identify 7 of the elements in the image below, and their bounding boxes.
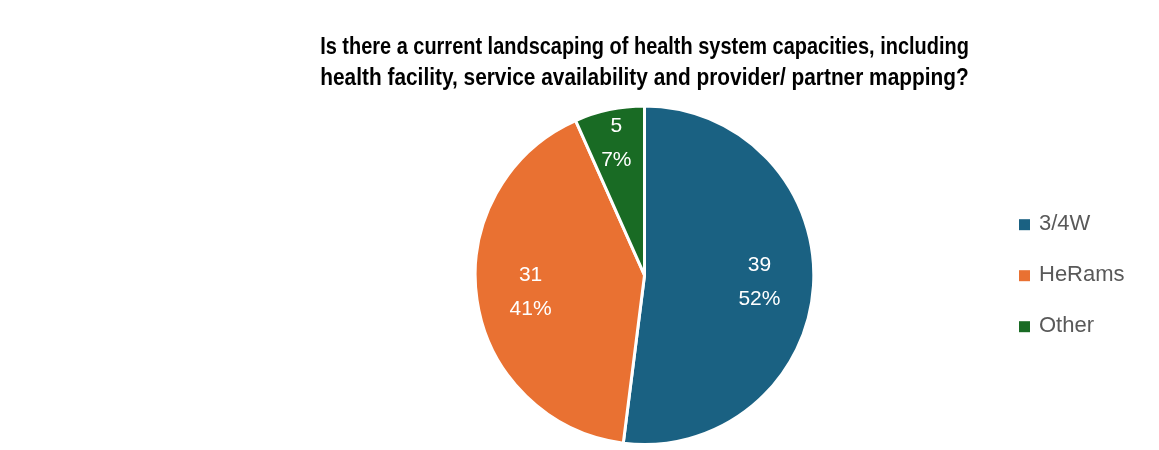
chart-title: Is there a current landscaping of health system capacities, including health facility, service availability and provider/ partner mapping? xyxy=(320,32,969,91)
data-label: 39 52% xyxy=(738,252,781,310)
data-label: 31 41% xyxy=(509,261,552,319)
legend-label: 3/4W xyxy=(1039,210,1091,236)
legend-label: HeRams xyxy=(1039,261,1125,287)
data-label: 5 7% xyxy=(601,112,632,170)
legend-label: Other xyxy=(1039,312,1095,338)
